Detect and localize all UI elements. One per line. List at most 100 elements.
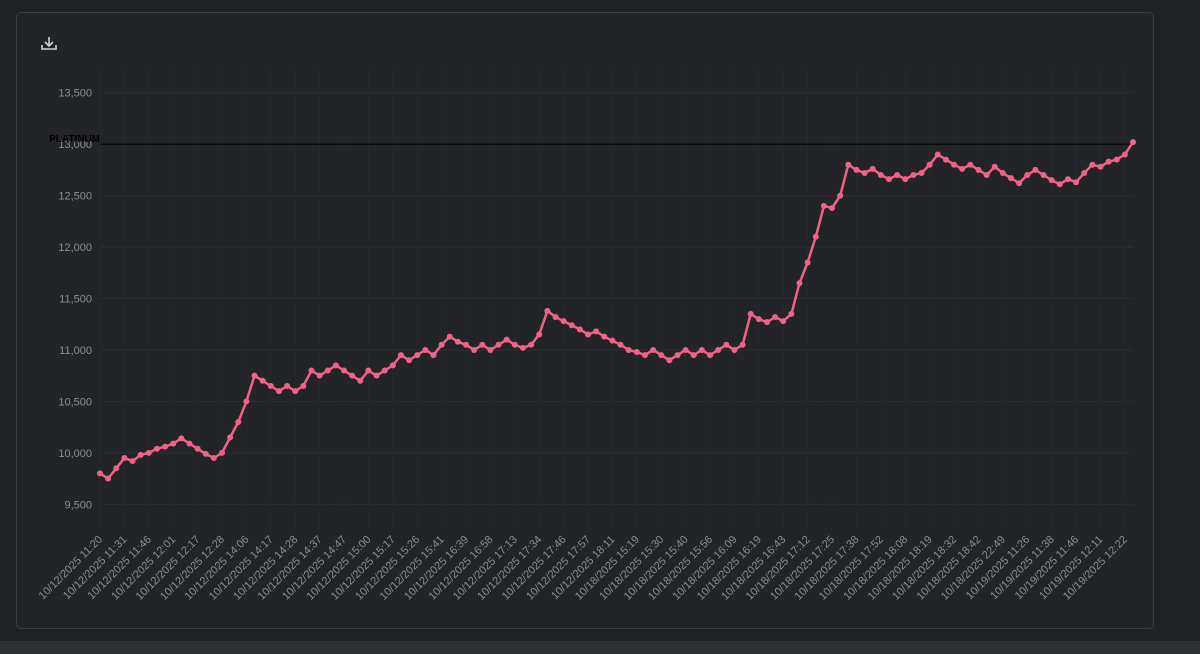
y-tick-label: 13,000 [58,139,92,151]
panel [16,12,1154,629]
point [1097,163,1104,170]
point [454,338,461,345]
y-tick-label: 9,500 [64,499,92,511]
point [625,346,632,353]
point [796,280,803,287]
point [438,341,445,348]
point [259,377,266,384]
point [552,314,559,321]
point [479,341,486,348]
y-tick-label: 11,500 [59,294,92,306]
point [633,349,640,356]
point [715,346,722,353]
point [446,333,453,340]
point [1024,172,1031,179]
point [1073,179,1080,186]
point [300,382,307,389]
point [528,341,535,348]
point [519,344,526,351]
y-tick-label: 12,500 [58,191,92,203]
point [674,352,681,359]
point [324,367,331,374]
point [902,176,909,183]
point [861,169,868,176]
point [145,449,152,456]
point [243,398,250,405]
point [121,454,128,461]
point [357,377,364,384]
point [1081,169,1088,176]
point [1113,156,1120,163]
point [1048,177,1055,184]
point [707,352,714,359]
point [341,367,348,374]
point [576,326,583,333]
point [284,382,291,389]
point [698,346,705,353]
point [97,470,103,477]
point [1064,176,1071,183]
point [788,310,795,317]
point [772,314,779,321]
point [471,346,478,353]
point [658,352,665,359]
point [951,161,958,168]
point [267,382,274,389]
point [275,388,282,395]
point [755,316,762,323]
point [381,367,388,374]
point [219,449,226,456]
point [178,435,185,442]
point [975,166,982,173]
point [609,337,616,344]
point [389,362,396,369]
point [1056,181,1063,188]
point [837,192,844,199]
point [812,233,819,240]
point [463,341,470,348]
point [999,169,1006,176]
point [430,352,437,359]
point [129,458,136,465]
point [910,172,917,179]
point [845,161,852,168]
point [585,331,592,338]
point [1105,158,1112,165]
point [747,310,754,317]
download-tray [41,45,57,50]
y-tick-label: 13,500 [58,88,92,100]
point [1007,175,1014,182]
point [820,202,827,209]
point [894,172,901,179]
point [690,352,697,359]
download-icon[interactable] [41,37,57,50]
point [332,362,339,369]
point [227,434,234,441]
point [210,454,217,461]
point [1032,166,1039,173]
point [942,156,949,163]
point [194,445,201,452]
point [406,357,413,364]
point [926,161,933,168]
point [202,450,209,457]
point [349,372,356,379]
point [186,440,193,447]
point [739,341,746,348]
point [422,346,429,353]
point [1016,180,1023,187]
point [1040,172,1047,179]
point [292,388,299,395]
point [641,352,648,359]
threshold-label: PLATINUM [49,134,100,145]
y-tick-label: 12,000 [58,242,92,254]
y-tick-label: 10,000 [58,448,92,460]
y-tick-label: 10,500 [58,396,92,408]
point [804,259,811,266]
point [511,341,518,348]
point [170,440,177,447]
point [723,341,730,348]
point [617,341,624,348]
